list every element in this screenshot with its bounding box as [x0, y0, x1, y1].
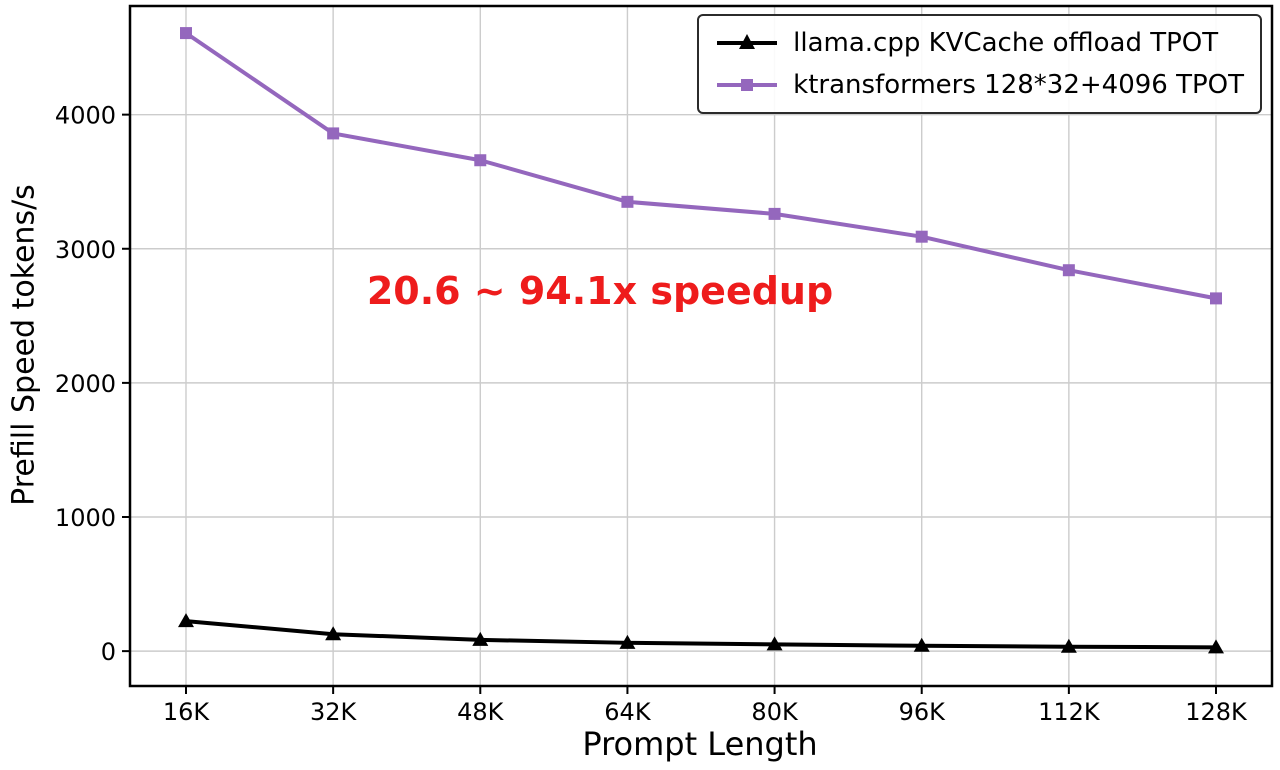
triangle-marker-icon — [325, 626, 342, 641]
y-tick-label: 1000 — [55, 504, 116, 532]
x-axis-label: Prompt Length — [582, 725, 818, 763]
llama-line-sample-icon — [717, 34, 778, 49]
legend-entry-ktransformers: ktransformers 128*32+4096 TPOT — [715, 70, 1244, 100]
series-line-1 — [184, 31, 1217, 301]
square-marker-icon — [474, 154, 487, 167]
y-tick-label: 3000 — [55, 236, 116, 264]
x-tick-label: 112K — [1038, 698, 1101, 726]
triangle-marker-icon — [1060, 638, 1077, 653]
triangle-marker-icon — [913, 637, 930, 652]
triangle-marker-icon — [619, 634, 636, 649]
square-marker-icon — [327, 127, 340, 140]
legend: llama.cpp KVCache offload TPOT ktransfor… — [697, 14, 1262, 114]
x-tick-label: 80K — [751, 698, 799, 726]
x-tick-label: 64K — [604, 698, 652, 726]
legend-label-ktransformers: ktransformers 128*32+4096 TPOT — [793, 70, 1244, 100]
plot-border — [128, 4, 1274, 688]
square-marker-icon — [621, 195, 634, 208]
x-tick-label: 48K — [457, 698, 505, 726]
triangle-marker-icon — [178, 613, 194, 628]
legend-sample-shape — [741, 79, 754, 91]
y-axis-label: Prefill Speed tokens/s — [6, 184, 42, 506]
square-marker-icon — [180, 27, 192, 40]
legend-label-llama: llama.cpp KVCache offload TPOT — [793, 28, 1219, 58]
legend-sample-shape — [739, 34, 756, 49]
x-tick-label: 128K — [1185, 698, 1248, 726]
triangle-marker-icon — [472, 631, 489, 646]
square-marker-icon — [1062, 264, 1075, 277]
series-line-0 — [185, 619, 1217, 650]
speedup-annotation: 20.6 ~ 94.1x speedup — [366, 269, 834, 313]
x-tick-label: 16K — [163, 698, 211, 726]
x-tick-label: 32K — [310, 698, 358, 726]
x-tick-label: 96K — [899, 698, 947, 726]
square-marker-icon — [915, 230, 928, 243]
triangle-marker-icon — [766, 636, 783, 651]
y-tick-label: 4000 — [55, 102, 116, 130]
ktransformers-line-sample-icon — [717, 79, 778, 91]
legend-entry-llama: llama.cpp KVCache offload TPOT — [715, 28, 1244, 58]
triangle-marker-icon — [1208, 639, 1224, 654]
y-tick-label: 0 — [101, 638, 116, 666]
square-marker-icon — [1210, 292, 1222, 305]
square-marker-icon — [768, 207, 781, 220]
y-tick-label: 2000 — [55, 370, 116, 398]
